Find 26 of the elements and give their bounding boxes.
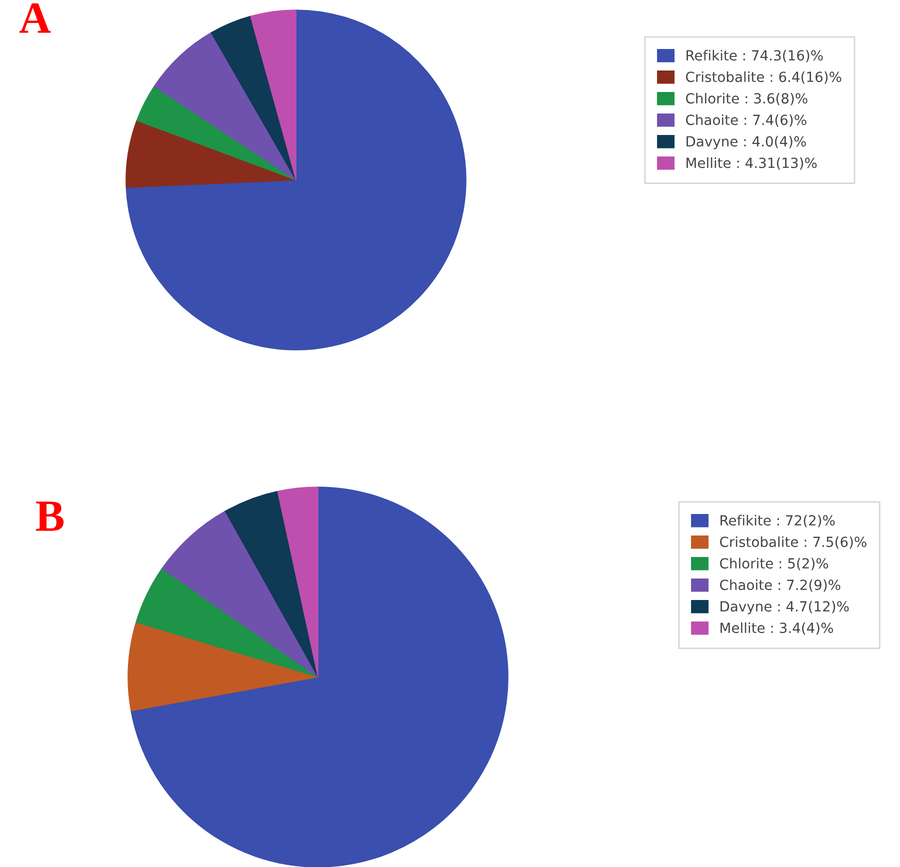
pie-slice (136, 86, 296, 180)
pie-slice (162, 510, 318, 678)
legend-label: Chaoite : 7.2(9)% (720, 579, 840, 592)
legend-label: Chlorite : 3.6(8)% (686, 92, 808, 106)
pie-slice (130, 486, 508, 867)
pie-slice (277, 486, 318, 678)
pie-slice (210, 16, 296, 180)
chart-title: B (36, 502, 64, 531)
legend-label: Davyne : 4.7(12)% (720, 600, 849, 614)
legend-label: Cristobalite : 7.5(6)% (720, 536, 866, 549)
legend-label: Mellite : 4.31(13)% (686, 157, 817, 170)
legend-label: Chlorite : 5(2)% (720, 558, 828, 570)
pie-slice (154, 32, 296, 180)
pie-slice (126, 10, 466, 350)
legend-label: Cristobalite : 6.4(16)% (686, 71, 842, 84)
legend-label: Refikite : 74.3(16)% (686, 50, 823, 62)
legend-label: Mellite : 3.4(4)% (720, 622, 834, 635)
legend-label: Refikite : 72(2)% (720, 514, 835, 528)
pie-slice (128, 622, 318, 712)
pie-slice (126, 120, 296, 188)
pie-slice (136, 568, 318, 678)
legend-label: Davyne : 4.0(4)% (686, 136, 806, 150)
chart-title: A (19, 3, 51, 33)
legend-label: Chaoite : 7.4(6)% (686, 114, 806, 127)
pie-slice (224, 490, 318, 678)
pie-slice (250, 10, 296, 180)
